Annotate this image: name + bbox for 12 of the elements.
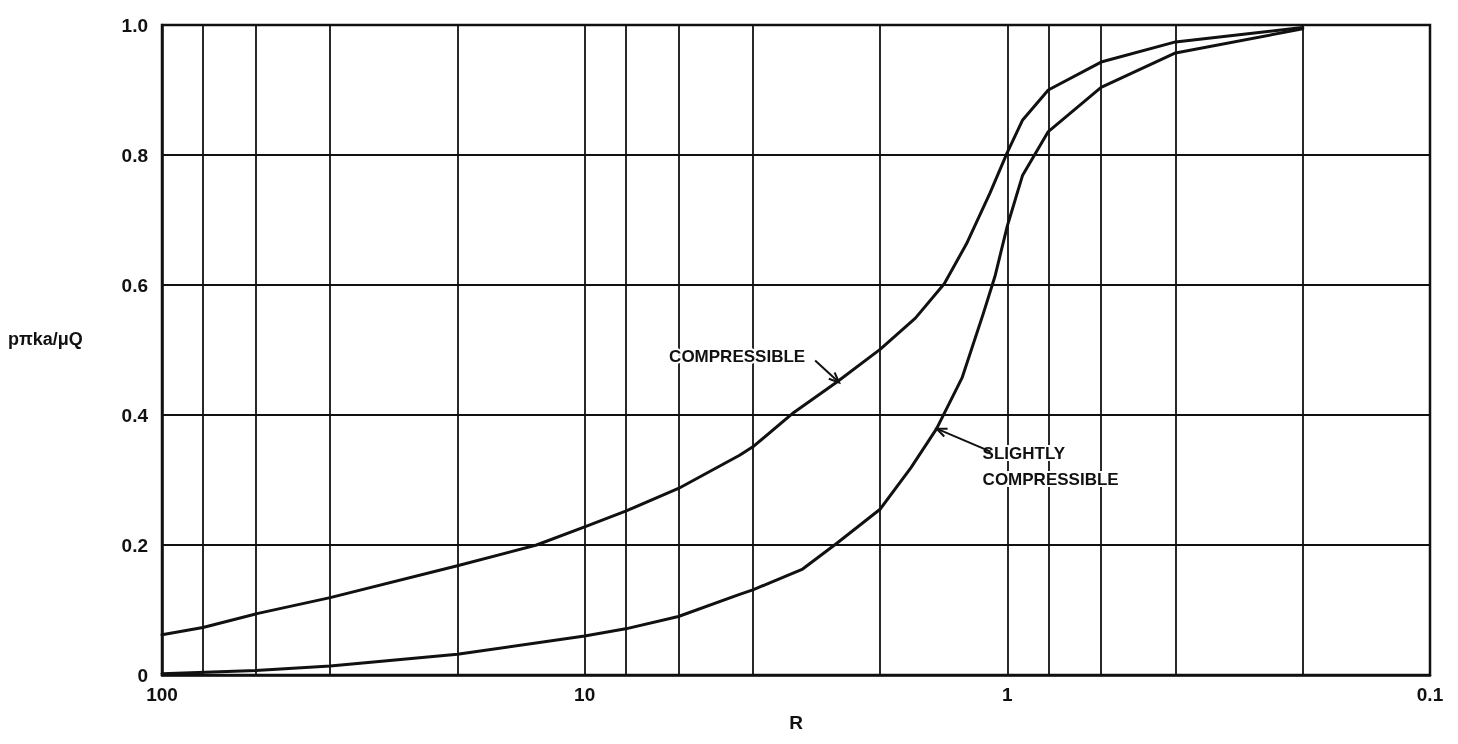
- y-tick-label: 0.4: [121, 404, 149, 426]
- y-tick-label: 1.0: [121, 14, 148, 36]
- y-tick-label: 0.6: [121, 274, 148, 296]
- y-tick-label: 0.8: [121, 144, 148, 166]
- x-axis-title: R: [789, 712, 804, 733]
- x-tick-label: 100: [146, 684, 178, 705]
- x-tick-label: 1: [1002, 684, 1014, 705]
- y-axis-title: pπka/μQ: [8, 329, 83, 349]
- y-tick-label: 0: [137, 664, 148, 686]
- x-tick-label: 10: [574, 684, 596, 705]
- x-tick-label: 0.1: [1416, 684, 1444, 705]
- y-tick-label: 0.2: [121, 534, 148, 556]
